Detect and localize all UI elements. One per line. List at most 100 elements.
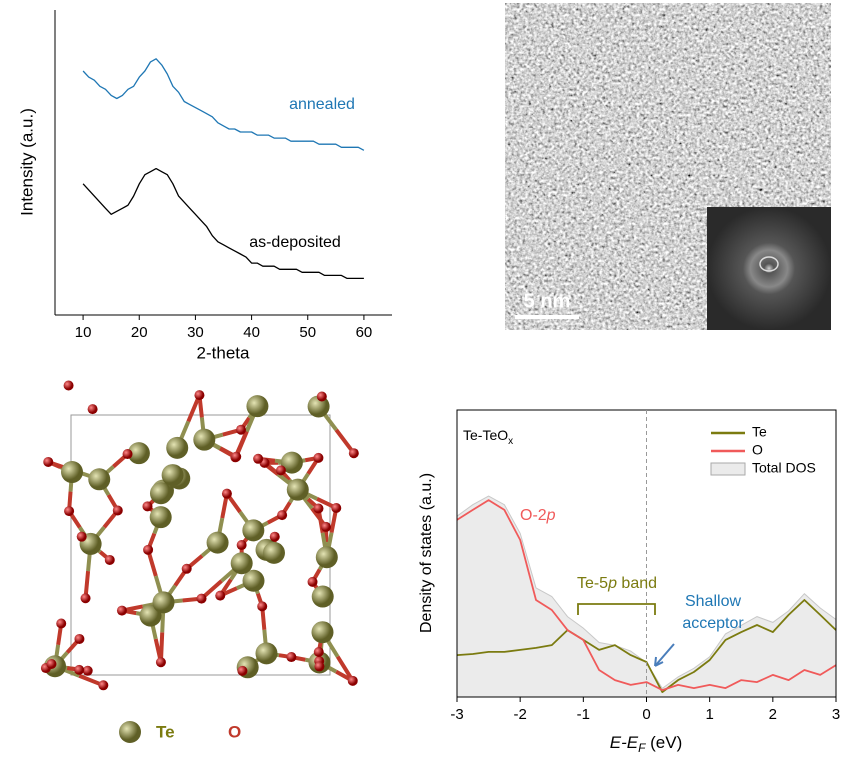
o-atom: [43, 456, 54, 467]
x-axis-label: 2-theta: [197, 343, 250, 362]
annotation: Te-5p band: [577, 575, 657, 592]
te-atom: [88, 468, 111, 491]
text-part: p: [546, 507, 556, 524]
te-atom: [311, 621, 334, 644]
x-label-unit: (eV): [645, 733, 682, 752]
o-atom: [236, 540, 247, 551]
legend-label: O: [752, 442, 763, 458]
text-part: band: [617, 575, 657, 592]
o-atom: [314, 661, 325, 672]
o-atom: [80, 593, 91, 604]
o-atom: [143, 544, 154, 555]
chart-1: -3 -2 -1 0 1 2 3 Te-TeOx E-EF (eV) Density of sta…: [418, 409, 840, 755]
structure-legend: Te: [156, 722, 175, 741]
o-atom: [63, 380, 74, 391]
te-atom: [127, 442, 150, 465]
o-atom: [46, 659, 57, 670]
te-atom: [166, 436, 189, 459]
te-atom: [246, 395, 269, 418]
te-atom: [193, 428, 216, 451]
te-atom: [315, 546, 338, 569]
title-main: Te-TeO: [463, 427, 508, 443]
te-atom: [230, 552, 253, 575]
te-atom: [206, 531, 229, 554]
o-atom: [116, 605, 127, 616]
o-atom: [348, 448, 359, 459]
bracket: [577, 603, 656, 615]
te-atom: [242, 569, 265, 592]
x-tick-label: 40: [243, 324, 260, 341]
line: [456, 499, 837, 691]
o-atom: [316, 391, 327, 402]
o-atom: [122, 449, 133, 460]
text-part: p: [607, 575, 617, 592]
y-axis-label: Density of states (a.u.): [418, 473, 435, 633]
te-atom: [61, 461, 84, 484]
fft-inset: [707, 207, 831, 330]
o-atom: [74, 664, 85, 675]
te-atom: [161, 464, 184, 487]
o-atom: [313, 503, 324, 514]
x-tick-label: 1: [705, 706, 713, 723]
line: [82, 167, 364, 280]
o-atom: [237, 665, 248, 676]
o-atom: [257, 601, 268, 612]
o-atom: [104, 554, 115, 565]
x-tick-label: -1: [577, 706, 590, 723]
annotation: O-2p: [520, 507, 556, 524]
o-atom: [275, 465, 286, 476]
x-tick-label: 30: [187, 324, 204, 341]
te-atom: [262, 541, 285, 564]
o-atom: [347, 675, 358, 686]
te-atom: [286, 478, 309, 501]
o-atom: [74, 633, 85, 644]
o-atom: [181, 563, 192, 574]
x-tick-label: 10: [75, 324, 92, 341]
o-atom: [64, 506, 75, 517]
x-tick-label: 60: [356, 324, 373, 341]
annotation: acceptor: [682, 615, 744, 632]
o-atom: [87, 404, 98, 415]
x-label-sub: F: [638, 741, 646, 755]
x-label-main: E-E: [610, 733, 639, 752]
o-atom: [253, 453, 264, 464]
te-atom: [255, 642, 278, 665]
te-atom: [311, 585, 334, 608]
te-atom: [280, 451, 303, 474]
tem-panel: 5 nm: [505, 3, 831, 330]
o-atom: [112, 505, 123, 516]
o-atom: [82, 665, 93, 676]
scale-bar-label: 5 nm: [524, 290, 571, 312]
series-label: as-deposited: [249, 234, 341, 251]
area: [456, 495, 837, 698]
o-atom: [194, 390, 205, 401]
x-tick-label: -2: [513, 706, 526, 723]
text-part: O-2: [520, 507, 547, 524]
title-sub: x: [508, 436, 513, 447]
chart-0: 10 20 30 40 50 60 2-theta Intensity (a.u.) annea…: [17, 10, 392, 362]
x-tick-label: -3: [450, 706, 463, 723]
legend-label: Te: [752, 424, 767, 440]
o-atom: [155, 657, 166, 668]
legend-label: Total DOS: [752, 460, 816, 476]
o-atom: [313, 452, 324, 463]
fft-ring: [759, 256, 779, 272]
o-atom: [307, 576, 318, 587]
o-atom: [269, 531, 280, 542]
o-atom: [98, 680, 109, 691]
o-atom: [331, 502, 342, 513]
structure-legend: O: [228, 722, 241, 741]
te-atom: [242, 519, 265, 542]
te-atom: [149, 506, 172, 529]
legend-swatch: [710, 462, 746, 476]
annotation: Shallow: [685, 593, 741, 610]
x-tick-label: 0: [642, 706, 650, 723]
x-tick-label: 3: [832, 706, 840, 723]
structure-panel: Te O: [40, 380, 359, 743]
o-atom: [221, 488, 232, 499]
series-label: annealed: [289, 96, 355, 113]
text-part: Te-5: [577, 575, 608, 592]
o-atom: [236, 424, 247, 435]
